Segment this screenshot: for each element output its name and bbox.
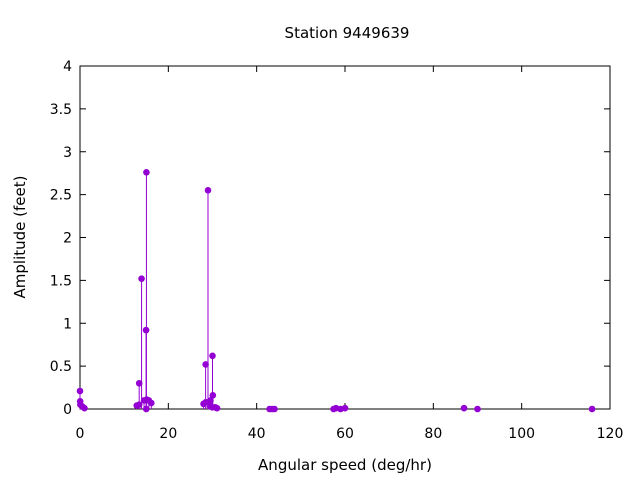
data-points: [76, 169, 596, 413]
data-point: [204, 187, 212, 194]
data-point: [207, 397, 214, 404]
x-tick-label: 0: [76, 426, 85, 442]
x-tick-label: 120: [597, 426, 624, 442]
x-tick-label: 60: [336, 426, 354, 442]
data-point: [142, 405, 150, 413]
x-axis-label: Angular speed (deg/hr): [258, 456, 432, 474]
data-point: [209, 352, 216, 360]
data-impulses: [79, 172, 465, 409]
data-point: [143, 169, 150, 176]
y-tick-label: 2: [63, 231, 72, 247]
x-axis: 0 20 40 60 80 100 120: [76, 66, 624, 442]
plot-frame: [79, 65, 611, 410]
y-tick-label: 0: [63, 402, 72, 418]
data-point: [76, 387, 84, 395]
chart-title: Station 9449639: [285, 24, 410, 42]
data-point: [135, 379, 143, 387]
x-tick-label: 20: [159, 426, 177, 442]
y-tick-label: 4: [63, 59, 72, 75]
y-axis-label: Amplitude (feet): [11, 176, 29, 299]
data-point: [460, 404, 468, 412]
y-tick-label: 0.5: [50, 359, 72, 375]
data-point: [213, 404, 221, 412]
y-tick-label: 2.5: [50, 188, 72, 204]
data-point: [147, 399, 155, 407]
data-point: [135, 401, 143, 409]
x-tick-label: 80: [424, 426, 442, 442]
data-point: [474, 405, 481, 413]
x-tick-label: 100: [508, 426, 535, 442]
data-point: [81, 404, 88, 412]
data-point: [588, 405, 596, 413]
y-tick-label: 3: [63, 145, 72, 161]
data-point: [271, 405, 278, 413]
y-tick-label: 3.5: [50, 102, 72, 118]
data-point: [138, 275, 145, 282]
data-point: [209, 391, 217, 399]
data-point: [142, 326, 150, 334]
y-axis: 0 0.5 1 1.5 2 2.5 3 3.5 4: [50, 59, 610, 418]
y-tick-label: 1.5: [50, 273, 72, 289]
data-point: [202, 361, 209, 368]
data-point: [341, 404, 349, 412]
y-tick-label: 1: [63, 316, 72, 332]
x-tick-label: 40: [248, 426, 266, 442]
